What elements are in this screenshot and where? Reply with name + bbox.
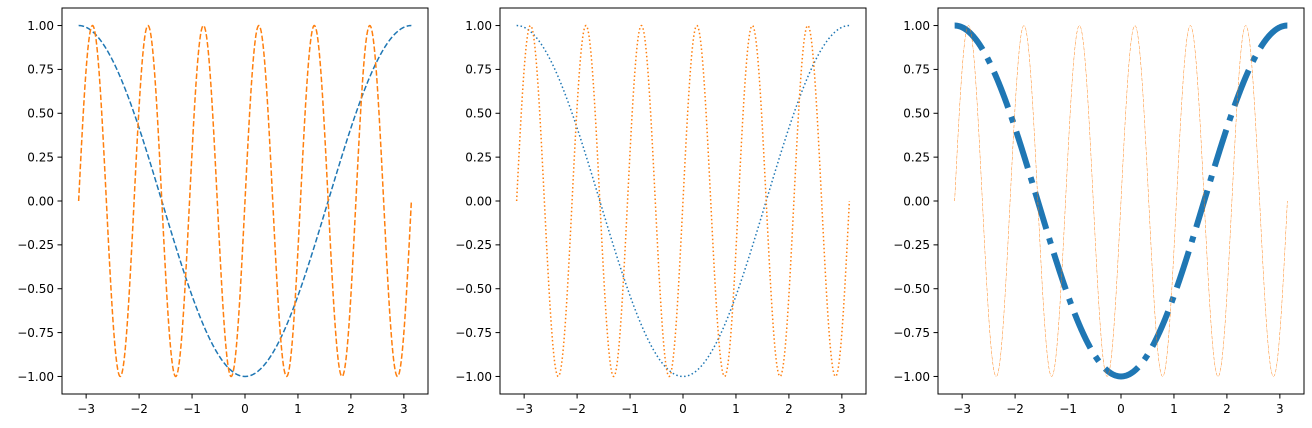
plot-area <box>954 22 1288 380</box>
y-tick-label: 0.75 <box>903 63 930 77</box>
y-tick-label: 0.00 <box>465 194 492 208</box>
plot-area <box>515 24 851 378</box>
x-tick-label: −3 <box>77 402 95 416</box>
y-tick-label: 0.50 <box>903 107 930 121</box>
series-line-1 <box>954 22 1288 380</box>
y-tick-label: −0.50 <box>893 282 930 296</box>
y-tick-label: −0.25 <box>893 238 930 252</box>
x-tick-label: −1 <box>621 402 639 416</box>
x-tick-label: 2 <box>347 402 355 416</box>
series-line-2 <box>954 25 1288 377</box>
series-line-1 <box>516 24 850 378</box>
y-tick-label: 0.25 <box>465 150 492 164</box>
x-tick-label: 0 <box>679 402 687 416</box>
x-tick-label: 3 <box>838 402 846 416</box>
y-tick-label: −0.75 <box>893 326 930 340</box>
series-line-2 <box>77 24 413 378</box>
y-tick-label: 0.75 <box>27 63 54 77</box>
y-tick-label: 0.50 <box>27 107 54 121</box>
y-tick-label: 0.25 <box>27 150 54 164</box>
y-tick-label: 0.25 <box>903 150 930 164</box>
y-tick-label: 1.00 <box>465 19 492 33</box>
y-tick-label: −1.00 <box>893 370 930 384</box>
x-tick-label: −1 <box>183 402 201 416</box>
y-tick-label: 1.00 <box>903 19 930 33</box>
subplot-2: −3 −2 −1 0 1 2 3 1.00 0.75 0.50 0.25 0.00 −0.25 −0.50… <box>455 7 867 416</box>
x-tick-label: −2 <box>568 402 586 416</box>
y-tick-label: 0.50 <box>465 107 492 121</box>
x-tick-label: 1 <box>732 402 740 416</box>
y-tick-label: −0.50 <box>455 282 492 296</box>
x-tick-label: 1 <box>1170 402 1178 416</box>
x-tick-label: −3 <box>953 402 971 416</box>
y-tick-label: −0.75 <box>455 326 492 340</box>
y-tick-label: −0.75 <box>17 326 54 340</box>
y-tick-label: 1.00 <box>27 19 54 33</box>
x-tick-label: 3 <box>400 402 408 416</box>
x-tick-label: 2 <box>1223 402 1231 416</box>
y-tick-label: 0.75 <box>465 63 492 77</box>
y-tick-label: −1.00 <box>455 370 492 384</box>
series-line-1 <box>78 24 412 378</box>
y-tick-label: −1.00 <box>17 370 54 384</box>
y-tick-label: −0.50 <box>17 282 54 296</box>
x-tick-label: −2 <box>1006 402 1024 416</box>
x-tick-label: 3 <box>1276 402 1284 416</box>
y-tick-label: 0.00 <box>903 194 930 208</box>
x-tick-label: 2 <box>785 402 793 416</box>
x-tick-label: −3 <box>515 402 533 416</box>
y-tick-label: −0.25 <box>17 238 54 252</box>
subplot-1: −3 −2 −1 0 1 2 3 1.00 0.75 0.50 0.25 0.00 −0.25 −0.50… <box>17 7 429 416</box>
subplot-3: −3 −2 −1 0 1 2 3 1.00 0.75 0.50 0.25 0.00 −0.25 −0.50… <box>893 7 1305 416</box>
plot-area <box>77 24 413 378</box>
y-tick-label: 0.00 <box>27 194 54 208</box>
x-tick-label: 1 <box>294 402 302 416</box>
x-tick-label: 0 <box>241 402 249 416</box>
x-tick-label: 0 <box>1117 402 1125 416</box>
x-tick-label: −1 <box>1059 402 1077 416</box>
y-tick-label: −0.25 <box>455 238 492 252</box>
series-line-2 <box>515 24 851 378</box>
x-tick-label: −2 <box>130 402 148 416</box>
